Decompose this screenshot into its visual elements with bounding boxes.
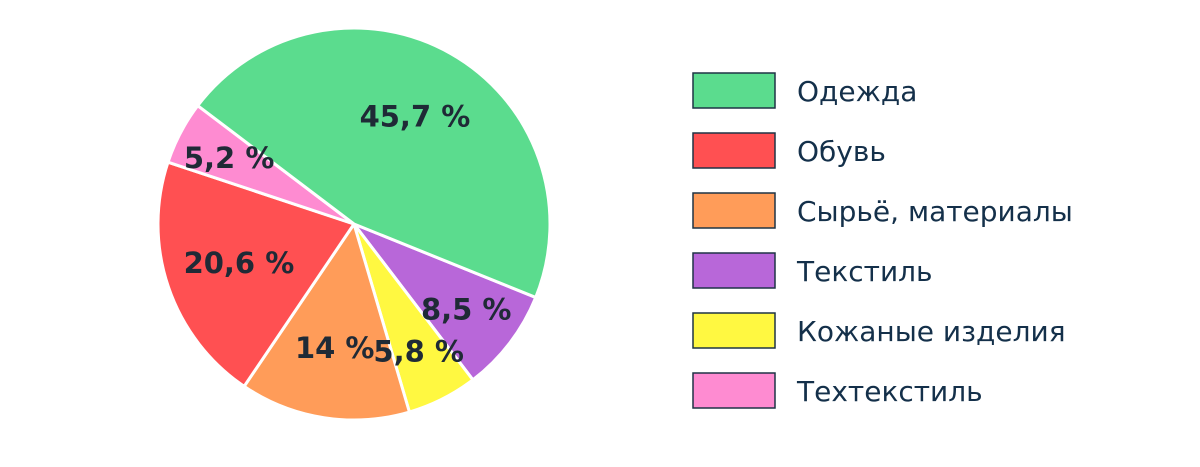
legend-label-6: Техтекстиль	[796, 375, 983, 408]
pie-value-label-1: 45,7 %	[360, 100, 471, 134]
legend-label-3: Сырьё, материалы	[797, 195, 1073, 228]
pie-value-labels: 8,5 % 5,8 %14 % 20,6 % 5,2 % 45,7 %	[184, 100, 512, 369]
legend-label-4: Текстиль	[796, 255, 933, 288]
legend-swatch-3	[692, 192, 776, 229]
pie-value-label-5: 5,8 %	[373, 335, 464, 369]
legend-swatch-2	[692, 132, 776, 169]
pie-value-label-2: 20,6 %	[184, 246, 295, 280]
pie-slices	[156, 26, 552, 422]
legend: Одежда Обувь Сырьё, материалы Текстиль Кожан…	[692, 72, 1073, 409]
pie-value-label-4: 8,5 %	[421, 293, 512, 327]
pie-value-label-6: 5,2 %	[184, 141, 275, 175]
pie-slice-1	[196, 26, 552, 299]
legend-swatch-4	[692, 252, 776, 289]
legend-swatch-1	[692, 72, 776, 109]
pie-slice-4	[352, 222, 538, 382]
legend-label-5: Кожаные изделия	[797, 315, 1066, 348]
legend-swatch-5	[692, 312, 776, 349]
pie-value-label-3: 14 %	[295, 331, 375, 365]
legend-label-1: Одежда	[797, 75, 917, 108]
pie-slice-3	[242, 222, 411, 422]
pie-slice-2	[156, 160, 356, 388]
legend-swatch-6	[692, 372, 776, 409]
legend-label-2: Обувь	[797, 135, 886, 168]
